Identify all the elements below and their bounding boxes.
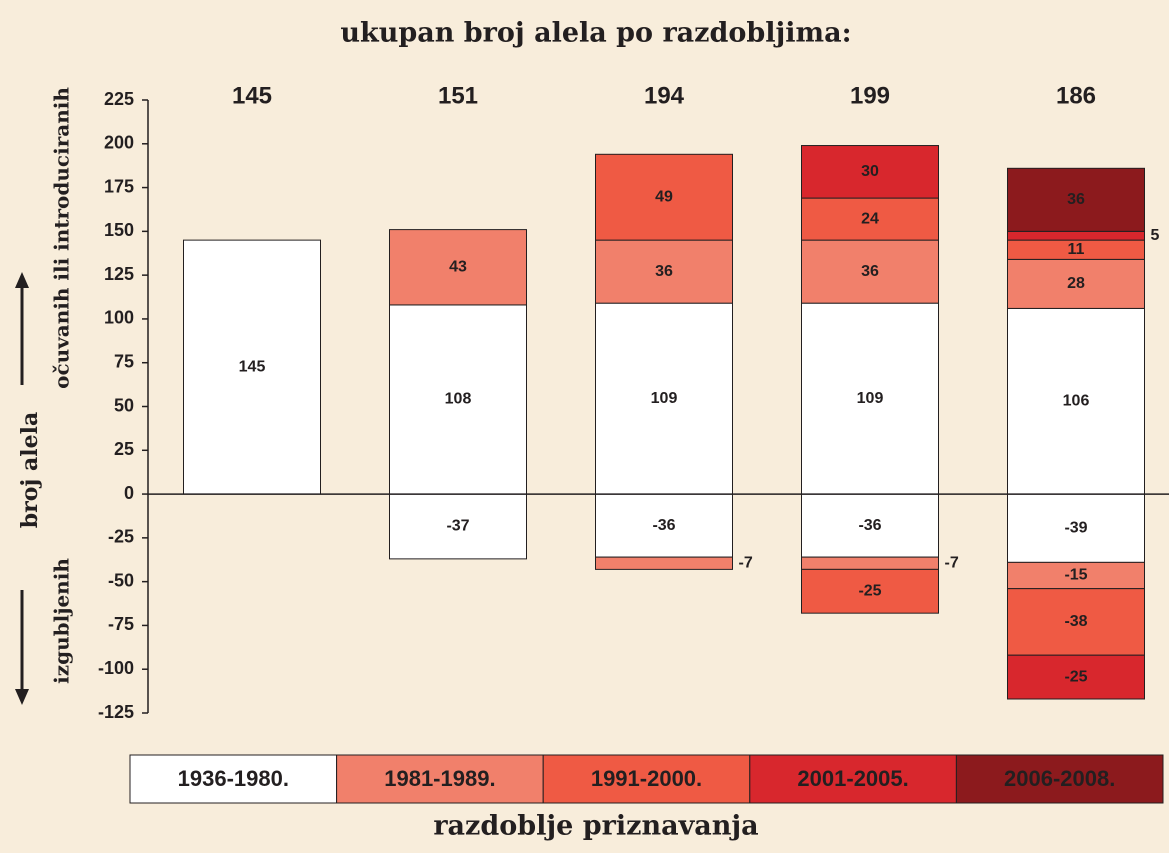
- data-label: 24: [861, 210, 879, 227]
- data-label: 145: [239, 358, 266, 375]
- x-axis-title: razdoblje priznavanja: [433, 811, 758, 842]
- y-tick-label: 225: [104, 89, 134, 109]
- y-tick-label: 0: [124, 483, 134, 503]
- bar-segment: [801, 239, 939, 304]
- legend-label: 1981-1989.: [384, 766, 495, 791]
- legend-swatch: [955, 754, 1164, 804]
- legend-label: 2001-2005.: [797, 766, 908, 791]
- chart-title: ukupan broj alela po razdobljima:: [340, 18, 851, 49]
- y-tick-label: 175: [104, 176, 134, 196]
- total-label: 145: [232, 82, 272, 109]
- total-label: 186: [1056, 82, 1096, 109]
- y-axis-subtitle: izgubljenih: [50, 558, 74, 684]
- data-label: -36: [858, 517, 881, 534]
- data-label: 36: [1067, 191, 1085, 208]
- y-tick-label: 125: [104, 264, 134, 284]
- data-label: 109: [651, 390, 678, 407]
- y-tick-label: -125: [98, 702, 134, 722]
- data-label: 36: [861, 263, 879, 280]
- total-label: 194: [644, 82, 685, 109]
- y-tick-label: 150: [104, 220, 134, 240]
- data-label: 43: [449, 258, 467, 275]
- data-label: -39: [1064, 519, 1087, 536]
- y-tick-label: -100: [98, 658, 134, 678]
- bar-segment: [595, 493, 733, 558]
- arrow-head: [15, 689, 29, 705]
- data-label: -37: [446, 518, 469, 535]
- bar-segment: [389, 493, 527, 560]
- bar-segment: [389, 304, 527, 495]
- data-label: -25: [1064, 668, 1087, 685]
- y-tick-label: 25: [114, 439, 134, 459]
- total-label: 151: [438, 82, 478, 109]
- bar-segment: [801, 145, 939, 199]
- bar-segment: [801, 493, 939, 558]
- bar-segment: [1007, 561, 1145, 590]
- arrows: [15, 272, 29, 705]
- bar-segment: [801, 556, 939, 570]
- bar-segment: [389, 229, 527, 306]
- legend-label: 1936-1980.: [178, 766, 289, 791]
- data-label: -7: [739, 554, 753, 571]
- legend-swatch: [542, 754, 751, 804]
- bar-segment: [1007, 654, 1145, 700]
- y-tick-label: 75: [114, 351, 134, 371]
- legend-label: 2006-2008.: [1004, 766, 1115, 791]
- data-label: 108: [445, 391, 472, 408]
- data-label: 11: [1068, 241, 1085, 258]
- bar-segment: [1007, 493, 1145, 563]
- y-tick-label: 100: [104, 308, 134, 328]
- data-label: -7: [945, 554, 959, 571]
- bar-segment: [1007, 307, 1145, 495]
- data-label: -25: [858, 582, 881, 599]
- y-tick-label: 200: [104, 133, 134, 153]
- y-tick-label: -25: [108, 527, 134, 547]
- bar-segment: [595, 239, 733, 304]
- data-label: -38: [1064, 613, 1087, 630]
- bar-segment: [595, 302, 733, 495]
- legend-label: 1991-2000.: [591, 766, 702, 791]
- data-label: -36: [652, 517, 675, 534]
- y-axis-title: broj alela: [17, 412, 43, 529]
- bar-segment: [1007, 258, 1145, 309]
- data-label: 109: [857, 390, 884, 407]
- legend-swatch: [129, 754, 338, 804]
- data-label: 5: [1151, 227, 1160, 244]
- y-tick-label: -50: [108, 570, 134, 590]
- y-axis-subtitle: očuvanih ili introduciranih: [50, 87, 74, 389]
- data-label: 28: [1067, 275, 1085, 292]
- bar-segment: [595, 556, 733, 570]
- total-label: 199: [850, 82, 890, 109]
- bar-segment: [801, 568, 939, 614]
- data-label: 106: [1063, 392, 1090, 409]
- data-label: -15: [1064, 567, 1087, 584]
- bar-segment: [801, 197, 939, 241]
- bar-segment: [1007, 230, 1145, 241]
- data-label: 30: [861, 163, 879, 180]
- bar-segment: [1007, 167, 1145, 232]
- data-label: 49: [655, 188, 673, 205]
- arrow-head: [15, 272, 29, 288]
- y-tick-label: -75: [108, 614, 134, 634]
- bar-segment: [183, 239, 321, 495]
- data-label: 36: [655, 263, 673, 280]
- legend-swatch: [336, 754, 544, 804]
- bar-segment: [801, 302, 939, 495]
- bar-segment: [595, 153, 733, 241]
- y-tick-label: 50: [114, 395, 134, 415]
